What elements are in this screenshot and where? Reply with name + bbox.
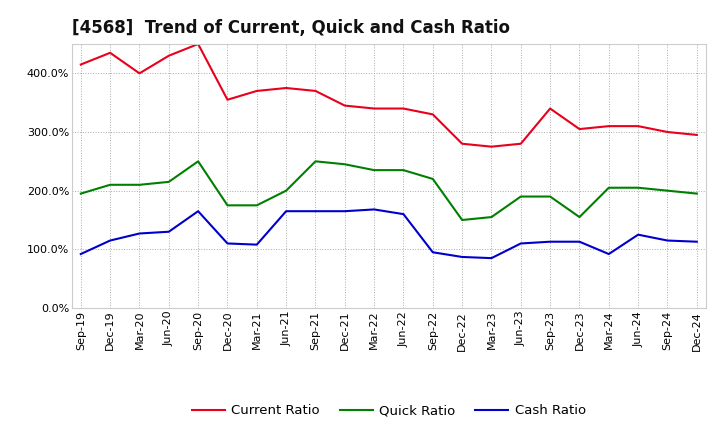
- Quick Ratio: [458, 217, 467, 223]
- Current Ratio: [194, 41, 202, 47]
- Cash Ratio: [399, 212, 408, 217]
- Quick Ratio: [516, 194, 525, 199]
- Current Ratio: [575, 126, 584, 132]
- Cash Ratio: [341, 209, 349, 214]
- Current Ratio: [253, 88, 261, 94]
- Quick Ratio: [223, 203, 232, 208]
- Quick Ratio: [194, 159, 202, 164]
- Line: Cash Ratio: Cash Ratio: [81, 209, 697, 258]
- Quick Ratio: [164, 179, 173, 184]
- Cash Ratio: [458, 254, 467, 260]
- Quick Ratio: [663, 188, 672, 193]
- Quick Ratio: [487, 214, 496, 220]
- Cash Ratio: [106, 238, 114, 243]
- Line: Quick Ratio: Quick Ratio: [81, 161, 697, 220]
- Current Ratio: [487, 144, 496, 149]
- Current Ratio: [399, 106, 408, 111]
- Cash Ratio: [693, 239, 701, 244]
- Cash Ratio: [634, 232, 642, 237]
- Current Ratio: [546, 106, 554, 111]
- Cash Ratio: [370, 207, 379, 212]
- Current Ratio: [311, 88, 320, 94]
- Quick Ratio: [135, 182, 144, 187]
- Quick Ratio: [341, 161, 349, 167]
- Quick Ratio: [605, 185, 613, 191]
- Cash Ratio: [575, 239, 584, 244]
- Current Ratio: [458, 141, 467, 147]
- Current Ratio: [164, 53, 173, 59]
- Quick Ratio: [693, 191, 701, 196]
- Current Ratio: [282, 85, 290, 91]
- Cash Ratio: [223, 241, 232, 246]
- Cash Ratio: [253, 242, 261, 247]
- Cash Ratio: [487, 256, 496, 261]
- Current Ratio: [428, 112, 437, 117]
- Quick Ratio: [311, 159, 320, 164]
- Text: [4568]  Trend of Current, Quick and Cash Ratio: [4568] Trend of Current, Quick and Cash …: [72, 19, 510, 37]
- Cash Ratio: [663, 238, 672, 243]
- Quick Ratio: [370, 168, 379, 173]
- Quick Ratio: [399, 168, 408, 173]
- Cash Ratio: [311, 209, 320, 214]
- Current Ratio: [106, 50, 114, 55]
- Current Ratio: [663, 129, 672, 135]
- Cash Ratio: [546, 239, 554, 244]
- Quick Ratio: [253, 203, 261, 208]
- Cash Ratio: [76, 251, 85, 257]
- Cash Ratio: [135, 231, 144, 236]
- Legend: Current Ratio, Quick Ratio, Cash Ratio: Current Ratio, Quick Ratio, Cash Ratio: [186, 399, 591, 423]
- Cash Ratio: [605, 251, 613, 257]
- Quick Ratio: [106, 182, 114, 187]
- Quick Ratio: [634, 185, 642, 191]
- Current Ratio: [693, 132, 701, 138]
- Current Ratio: [341, 103, 349, 108]
- Current Ratio: [605, 124, 613, 129]
- Current Ratio: [76, 62, 85, 67]
- Quick Ratio: [282, 188, 290, 193]
- Cash Ratio: [194, 209, 202, 214]
- Quick Ratio: [76, 191, 85, 196]
- Cash Ratio: [164, 229, 173, 235]
- Current Ratio: [370, 106, 379, 111]
- Cash Ratio: [428, 249, 437, 255]
- Current Ratio: [135, 71, 144, 76]
- Quick Ratio: [575, 214, 584, 220]
- Cash Ratio: [282, 209, 290, 214]
- Current Ratio: [516, 141, 525, 147]
- Current Ratio: [634, 124, 642, 129]
- Cash Ratio: [516, 241, 525, 246]
- Current Ratio: [223, 97, 232, 103]
- Quick Ratio: [428, 176, 437, 182]
- Quick Ratio: [546, 194, 554, 199]
- Line: Current Ratio: Current Ratio: [81, 44, 697, 147]
